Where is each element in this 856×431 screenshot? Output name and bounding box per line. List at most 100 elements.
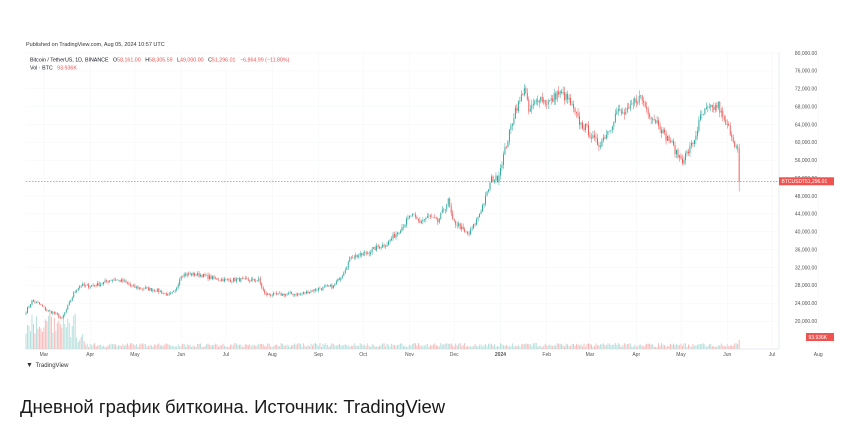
volume-bar <box>595 343 597 349</box>
volume-bar <box>494 344 495 349</box>
volume-bar <box>462 345 464 349</box>
volume-bar <box>682 345 683 349</box>
candle-body <box>235 278 237 282</box>
volume-bar <box>124 345 125 349</box>
candle-body <box>32 300 34 302</box>
volume-bar <box>71 325 73 349</box>
candle-body <box>101 284 103 285</box>
price-axis[interactable]: 80,000.00 76,000.00 72,000.00 68,000.00 64,0… <box>795 51 817 325</box>
volume-bar <box>171 345 173 349</box>
candle-body <box>61 317 63 319</box>
candles[interactable] <box>25 84 740 320</box>
candle-body <box>376 245 378 251</box>
volume-bar <box>41 331 43 349</box>
candle-body <box>194 272 196 276</box>
time-axis[interactable]: Mar Apr May Jun Jul Aug Sep Oct Nov Dec 2024 Feb Mar… <box>40 352 856 358</box>
volume-bar <box>219 345 221 349</box>
candle-body <box>726 123 728 125</box>
volume-bar <box>607 343 609 349</box>
candle-body <box>209 275 210 279</box>
volume-bar <box>659 346 661 349</box>
candle-body <box>501 165 503 168</box>
candle-body <box>655 120 657 123</box>
candle-body <box>374 247 376 251</box>
volume-bar <box>74 313 76 349</box>
volume-bar <box>35 316 37 349</box>
candle-body <box>456 224 458 226</box>
candle-body <box>35 301 37 303</box>
volume-bar <box>25 333 27 349</box>
candle-body <box>720 110 722 113</box>
candle-body <box>507 141 509 148</box>
candle-body <box>180 276 182 280</box>
volume-bar <box>262 344 264 349</box>
volume-bar <box>470 346 472 349</box>
candle-body <box>431 216 433 218</box>
volume-bar <box>485 344 486 349</box>
candle-body <box>203 273 205 278</box>
candle-body <box>676 149 677 155</box>
candle-body <box>189 273 191 275</box>
candle-body <box>94 285 96 286</box>
candle-body <box>735 146 737 147</box>
candle-body <box>317 288 319 291</box>
candle-body <box>598 144 600 148</box>
volume-bar <box>370 346 372 349</box>
volume-bar <box>185 346 187 349</box>
candle-body <box>650 117 652 120</box>
candle-body <box>465 231 467 233</box>
candle-body <box>643 100 645 103</box>
volume-bar <box>385 346 387 349</box>
volume-bar <box>540 346 542 349</box>
candle-body <box>155 291 157 292</box>
volume-bar <box>687 344 689 349</box>
candle-body <box>632 102 634 105</box>
candle-body <box>115 279 116 281</box>
candle-body <box>386 244 388 247</box>
candle-body <box>335 281 337 284</box>
volume-bar <box>70 337 72 349</box>
volume-bar <box>513 346 515 349</box>
candle-body <box>510 125 512 130</box>
candle-body <box>722 110 724 117</box>
candle-body <box>370 252 372 254</box>
volume-bar <box>405 346 407 349</box>
candle-body <box>565 93 567 101</box>
volume-bar <box>434 343 436 349</box>
candle-body <box>222 279 224 282</box>
candle-body <box>86 284 88 285</box>
candle-body <box>359 253 361 256</box>
volume-bar <box>731 345 733 349</box>
volume-bar <box>497 346 498 349</box>
candle-body <box>485 195 486 204</box>
volume-bar <box>459 343 461 349</box>
volume-bar <box>180 345 182 349</box>
volume-bar <box>516 346 518 349</box>
tradingview-brand[interactable]: ▼ TradingView <box>26 362 68 369</box>
volume-bar <box>598 345 600 349</box>
volume-bar <box>170 346 172 349</box>
candle-body <box>592 135 594 139</box>
candle-body <box>420 221 422 223</box>
volume-bar <box>407 346 409 349</box>
candle-body <box>593 135 595 138</box>
volume-bar <box>479 344 481 349</box>
volume-bar <box>200 343 202 349</box>
volume-bar <box>401 343 403 349</box>
volume-bar <box>144 343 146 349</box>
candle-body <box>103 282 105 285</box>
x-tick-label: Nov <box>405 352 414 358</box>
volume-bar <box>203 346 205 349</box>
candle-body <box>534 101 536 104</box>
candle-body <box>494 180 495 182</box>
volume-bar <box>137 346 139 349</box>
candle-body <box>238 278 240 282</box>
volume-bar <box>298 343 300 349</box>
candle-body <box>116 279 118 281</box>
candle-body <box>182 276 184 277</box>
volume-bar <box>331 343 333 349</box>
volume-bar <box>179 346 181 349</box>
candle-body <box>680 155 682 159</box>
x-tick-label: Jun <box>723 352 731 358</box>
